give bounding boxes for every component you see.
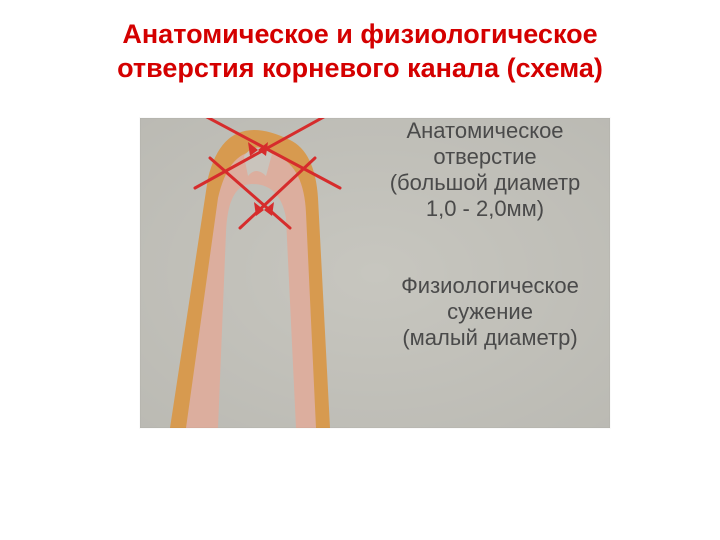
anno-phys-l2: сужение (360, 299, 610, 325)
anno-anat-l2: отверстие (360, 144, 610, 170)
slide-root: Анатомическое и физиологическое отверсти… (0, 18, 720, 540)
anno-phys-l1: Физиологическое (360, 273, 610, 299)
anno-anat-l3: (большой диаметр (360, 170, 610, 196)
annotation-physiological: Физиологическое сужение (малый диаметр) (360, 273, 610, 351)
anno-phys-l3: (малый диаметр) (360, 325, 610, 351)
anno-anat-l1: Анатомическое (360, 118, 610, 144)
diagram-figure: Анатомическое отверстие (большой диаметр… (140, 118, 610, 428)
anno-anat-l4: 1,0 - 2,0мм) (360, 196, 610, 222)
annotation-anatomical: Анатомическое отверстие (большой диаметр… (360, 118, 610, 222)
slide-title: Анатомическое и физиологическое отверсти… (20, 18, 700, 86)
title-line2: отверстия корневого канала (схема) (117, 53, 603, 83)
title-line1: Анатомическое и физиологическое (122, 19, 597, 49)
